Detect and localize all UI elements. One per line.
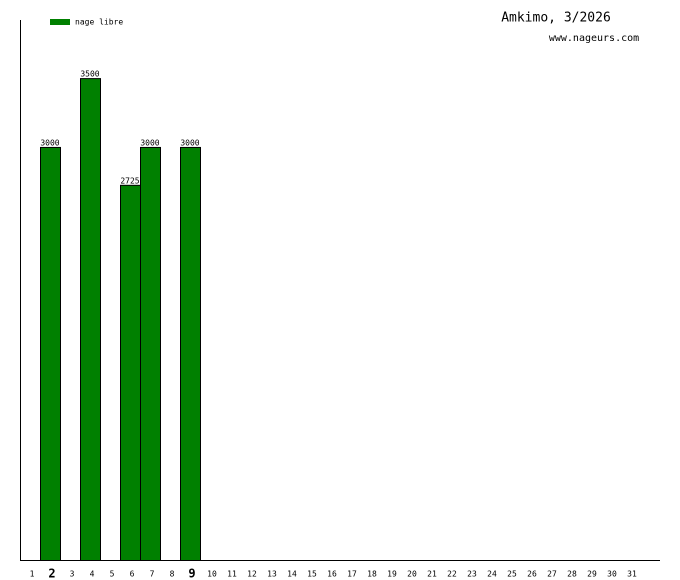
x-tick-label: 24 <box>487 570 497 579</box>
x-tick-label: 29 <box>587 570 597 579</box>
x-tick-label: 12 <box>247 570 257 579</box>
x-tick-label: 9 <box>188 567 195 580</box>
x-tick-label: 23 <box>467 570 477 579</box>
x-tick-label: 28 <box>567 570 577 579</box>
data-label: 3000 <box>40 138 59 147</box>
chart-subtitle: www.nageurs.com <box>549 33 639 44</box>
x-tick-label: 22 <box>447 570 457 579</box>
x-tick-label: 4 <box>90 570 95 579</box>
x-tick-label: 20 <box>407 570 417 579</box>
x-tick-label: 18 <box>367 570 377 579</box>
bar <box>40 146 61 561</box>
x-tick-label: 31 <box>627 570 637 579</box>
legend-label: nage libre <box>75 18 123 27</box>
x-tick-label: 30 <box>607 570 617 579</box>
x-tick-label: 5 <box>110 570 115 579</box>
x-tick-label: 17 <box>347 570 357 579</box>
x-tick-label: 11 <box>227 570 237 579</box>
chart-title: Amkimo, 3/2026 <box>501 11 611 26</box>
bar <box>80 78 101 562</box>
bar <box>120 184 141 561</box>
x-tick-label: 15 <box>307 570 317 579</box>
x-tick-label: 21 <box>427 570 437 579</box>
data-label: 3000 <box>140 138 159 147</box>
x-tick-label: 10 <box>207 570 217 579</box>
x-tick-label: 3 <box>70 570 75 579</box>
x-tick-label: 14 <box>287 570 297 579</box>
x-tick-label: 26 <box>527 570 537 579</box>
bar <box>140 146 161 561</box>
x-tick-label: 25 <box>507 570 517 579</box>
x-tick-label: 6 <box>130 570 135 579</box>
x-tick-label: 13 <box>267 570 277 579</box>
legend-swatch <box>50 19 70 25</box>
data-label: 3500 <box>80 70 99 79</box>
x-tick-label: 16 <box>327 570 337 579</box>
x-tick-label: 27 <box>547 570 557 579</box>
data-label: 3000 <box>180 138 199 147</box>
bar <box>180 146 201 561</box>
x-tick-label: 2 <box>48 567 55 580</box>
x-tick-label: 1 <box>30 570 35 579</box>
x-tick-label: 19 <box>387 570 397 579</box>
x-tick-label: 8 <box>170 570 175 579</box>
data-label: 2725 <box>120 176 139 185</box>
x-tick-label: 7 <box>150 570 155 579</box>
